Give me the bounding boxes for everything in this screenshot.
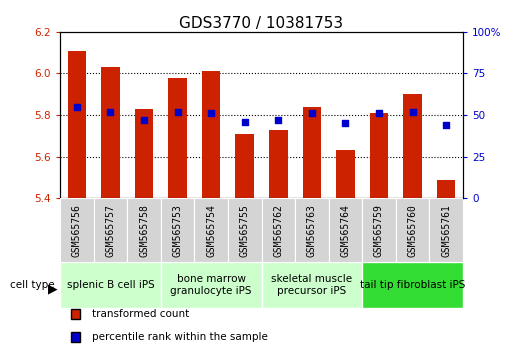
Bar bbox=[67, 51, 86, 198]
Text: transformed count: transformed count bbox=[92, 309, 189, 319]
Bar bbox=[269, 130, 288, 198]
Bar bbox=[60, 198, 94, 262]
Text: GSM565760: GSM565760 bbox=[407, 204, 417, 257]
Bar bbox=[403, 94, 422, 198]
Text: splenic B cell iPS: splenic B cell iPS bbox=[66, 280, 154, 290]
Text: GSM565763: GSM565763 bbox=[307, 204, 317, 257]
Bar bbox=[370, 113, 388, 198]
Bar bbox=[303, 107, 321, 198]
Point bbox=[140, 117, 148, 123]
Text: GSM565764: GSM565764 bbox=[340, 204, 350, 257]
Text: GSM565753: GSM565753 bbox=[173, 204, 183, 257]
Bar bbox=[60, 262, 161, 308]
Text: GSM565754: GSM565754 bbox=[206, 204, 216, 257]
Bar bbox=[195, 198, 228, 262]
Point bbox=[308, 110, 316, 116]
Bar bbox=[396, 198, 429, 262]
Text: GDS3770 / 10381753: GDS3770 / 10381753 bbox=[179, 16, 344, 31]
Text: ▶: ▶ bbox=[48, 282, 58, 295]
Text: GSM565756: GSM565756 bbox=[72, 204, 82, 257]
Bar bbox=[228, 198, 262, 262]
Point bbox=[174, 109, 182, 115]
Bar bbox=[161, 262, 262, 308]
Bar bbox=[336, 150, 355, 198]
Point bbox=[408, 109, 417, 115]
Text: skeletal muscle
precursor iPS: skeletal muscle precursor iPS bbox=[271, 274, 353, 296]
Bar bbox=[362, 198, 396, 262]
Text: GSM565755: GSM565755 bbox=[240, 204, 249, 257]
Point bbox=[73, 104, 81, 110]
Point bbox=[241, 119, 249, 125]
Text: bone marrow
granulocyte iPS: bone marrow granulocyte iPS bbox=[170, 274, 252, 296]
Text: GSM565758: GSM565758 bbox=[139, 204, 149, 257]
Text: tail tip fibroblast iPS: tail tip fibroblast iPS bbox=[360, 280, 465, 290]
Point bbox=[442, 122, 450, 128]
Bar bbox=[127, 198, 161, 262]
Text: GSM565762: GSM565762 bbox=[274, 204, 283, 257]
Point bbox=[375, 110, 383, 116]
Text: GSM565759: GSM565759 bbox=[374, 204, 384, 257]
Bar bbox=[262, 198, 295, 262]
Bar bbox=[168, 78, 187, 198]
Text: GSM565757: GSM565757 bbox=[106, 204, 116, 257]
Text: cell type: cell type bbox=[10, 280, 55, 290]
Bar bbox=[262, 262, 362, 308]
Bar bbox=[328, 198, 362, 262]
Bar bbox=[295, 198, 328, 262]
Bar bbox=[94, 198, 127, 262]
Text: percentile rank within the sample: percentile rank within the sample bbox=[92, 332, 267, 342]
Bar bbox=[161, 198, 195, 262]
Point bbox=[341, 120, 349, 126]
Bar bbox=[362, 262, 463, 308]
Point bbox=[106, 109, 115, 115]
Point bbox=[207, 110, 215, 116]
Bar bbox=[437, 179, 456, 198]
Bar bbox=[202, 72, 220, 198]
Bar bbox=[429, 198, 463, 262]
Bar bbox=[135, 109, 153, 198]
Bar bbox=[235, 134, 254, 198]
Text: GSM565761: GSM565761 bbox=[441, 204, 451, 257]
Point bbox=[274, 117, 282, 123]
Bar bbox=[101, 67, 120, 198]
